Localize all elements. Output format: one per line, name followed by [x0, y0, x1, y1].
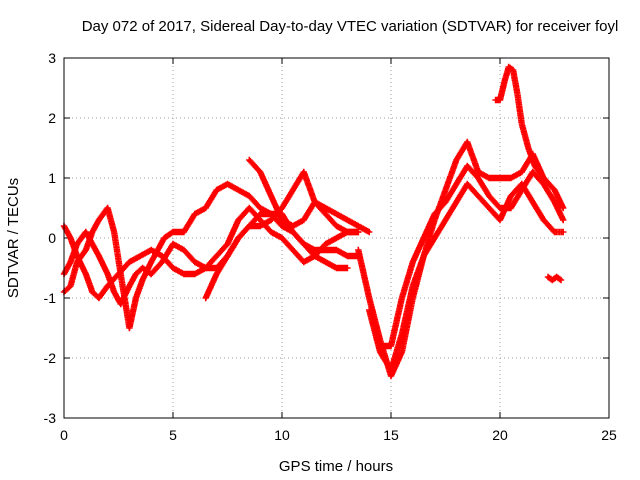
y-tick-label: 2 [48, 110, 56, 126]
x-tick-label: 25 [601, 427, 617, 443]
x-tick-label: 5 [169, 427, 177, 443]
series-trace-j [544, 273, 565, 284]
series-trace-g [366, 180, 567, 374]
y-tick-label: -1 [44, 290, 57, 306]
y-tick-label: -2 [44, 350, 57, 366]
y-tick-label: 1 [48, 170, 56, 186]
series-trace-h [376, 162, 567, 350]
x-tick-label: 10 [274, 427, 290, 443]
plot-frame [63, 57, 610, 419]
data-marks-trace-g [366, 180, 567, 374]
x-tick-label: 20 [492, 427, 508, 443]
data-marks-trace-e [246, 156, 373, 236]
series-trace-e [246, 156, 373, 236]
data-marks-trace-j [544, 273, 565, 284]
x-axis-label: GPS time / hours [279, 458, 393, 475]
y-tick-label: -3 [44, 410, 57, 426]
x-tick-label: 0 [60, 427, 68, 443]
chart-title: Day 072 of 2017, Sidereal Day-to-day VTE… [82, 18, 619, 35]
x-tick-label: 15 [383, 427, 399, 443]
series-trace-i [492, 63, 547, 182]
data-marks-trace-i [492, 63, 547, 182]
data-series [60, 63, 567, 380]
y-tick-label: 3 [48, 50, 56, 66]
data-marks-trace-h [376, 162, 567, 350]
y-axis-label: SDTVAR / TECUs [5, 178, 22, 298]
y-tick-label: 0 [48, 230, 56, 246]
